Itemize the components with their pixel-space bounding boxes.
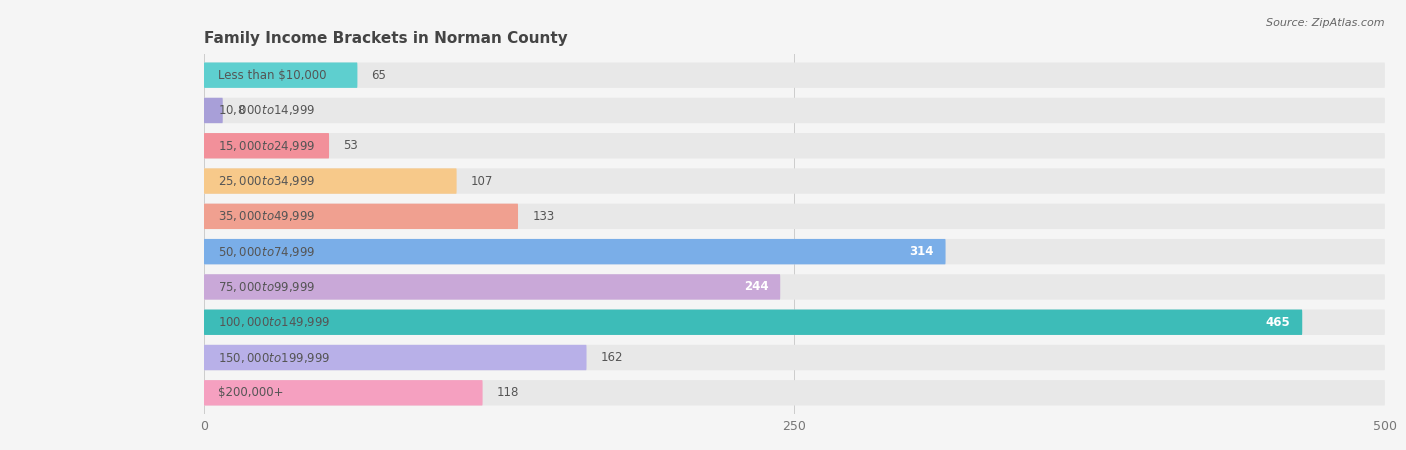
Text: $75,000 to $99,999: $75,000 to $99,999 <box>218 280 315 294</box>
Text: $150,000 to $199,999: $150,000 to $199,999 <box>218 351 330 364</box>
Text: 133: 133 <box>533 210 554 223</box>
FancyBboxPatch shape <box>204 204 517 229</box>
Text: 53: 53 <box>343 139 359 152</box>
FancyBboxPatch shape <box>204 204 1385 229</box>
FancyBboxPatch shape <box>204 239 1385 264</box>
Text: Less than $10,000: Less than $10,000 <box>218 69 326 82</box>
Text: 314: 314 <box>910 245 934 258</box>
FancyBboxPatch shape <box>204 345 1385 370</box>
Text: 118: 118 <box>496 386 519 399</box>
Text: 65: 65 <box>371 69 387 82</box>
FancyBboxPatch shape <box>204 380 482 405</box>
FancyBboxPatch shape <box>204 98 222 123</box>
Text: $100,000 to $149,999: $100,000 to $149,999 <box>218 315 330 329</box>
Text: $200,000+: $200,000+ <box>218 386 284 399</box>
FancyBboxPatch shape <box>204 239 946 264</box>
Text: $35,000 to $49,999: $35,000 to $49,999 <box>218 209 315 223</box>
Text: 107: 107 <box>471 175 494 188</box>
Text: $50,000 to $74,999: $50,000 to $74,999 <box>218 245 315 259</box>
FancyBboxPatch shape <box>204 63 1385 88</box>
Text: $15,000 to $24,999: $15,000 to $24,999 <box>218 139 315 153</box>
Text: 244: 244 <box>744 280 769 293</box>
FancyBboxPatch shape <box>204 168 457 194</box>
Text: Family Income Brackets in Norman County: Family Income Brackets in Norman County <box>204 31 568 46</box>
FancyBboxPatch shape <box>204 133 329 158</box>
FancyBboxPatch shape <box>204 133 1385 158</box>
FancyBboxPatch shape <box>204 98 1385 123</box>
Text: Source: ZipAtlas.com: Source: ZipAtlas.com <box>1267 18 1385 28</box>
FancyBboxPatch shape <box>204 168 1385 194</box>
FancyBboxPatch shape <box>204 310 1385 335</box>
Text: 465: 465 <box>1265 316 1291 329</box>
FancyBboxPatch shape <box>204 274 1385 300</box>
Text: 8: 8 <box>238 104 245 117</box>
Text: $25,000 to $34,999: $25,000 to $34,999 <box>218 174 315 188</box>
FancyBboxPatch shape <box>204 310 1302 335</box>
FancyBboxPatch shape <box>204 274 780 300</box>
Text: 162: 162 <box>600 351 623 364</box>
Text: $10,000 to $14,999: $10,000 to $14,999 <box>218 104 315 117</box>
FancyBboxPatch shape <box>204 345 586 370</box>
FancyBboxPatch shape <box>204 63 357 88</box>
FancyBboxPatch shape <box>204 380 1385 405</box>
